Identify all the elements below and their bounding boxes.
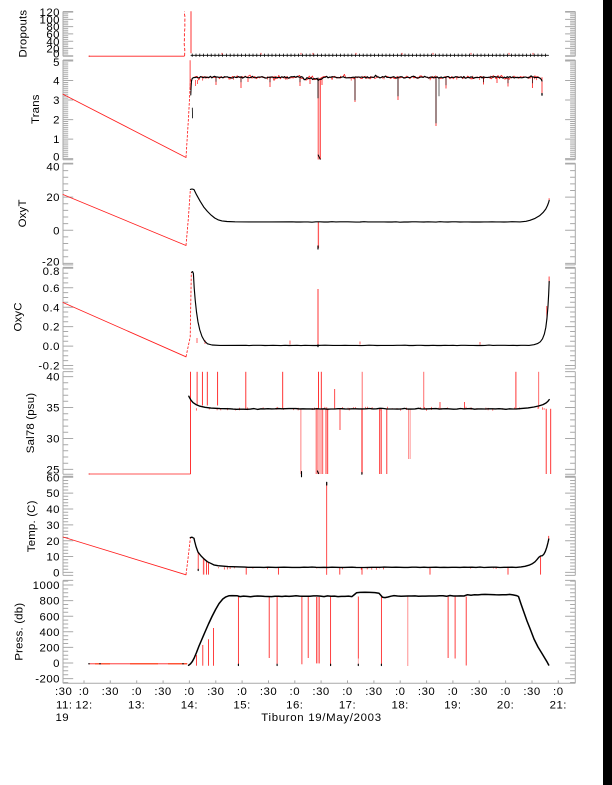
svg-text::30: :30 [312,686,329,698]
svg-text:2: 2 [53,115,60,127]
svg-text:25: 25 [46,465,60,477]
svg-text::30: :30 [154,686,171,698]
svg-text:200: 200 [39,643,60,655]
svg-text::0: :0 [395,686,406,698]
svg-text:40: 40 [46,36,60,48]
svg-text::0: :0 [131,686,142,698]
svg-text:19: 19 [55,712,69,724]
svg-text:0: 0 [53,658,60,670]
svg-text:3: 3 [53,95,60,107]
svg-text:30: 30 [46,520,60,532]
svg-text::30: :30 [523,686,540,698]
svg-text:60: 60 [46,472,60,484]
svg-text:20:: 20: [497,699,514,711]
svg-text:80: 80 [46,22,60,34]
svg-text:0: 0 [53,568,60,580]
svg-text:Dropouts: Dropouts [17,10,29,58]
svg-text:20: 20 [46,192,60,204]
svg-text:400: 400 [39,627,60,639]
svg-text::0: :0 [79,686,90,698]
svg-text:10: 10 [46,552,60,564]
svg-text:0: 0 [53,151,60,163]
svg-text:12:: 12: [75,699,92,711]
svg-text:Press. (db): Press. (db) [13,603,25,661]
svg-text:Tiburon 19/May/2003: Tiburon 19/May/2003 [261,712,382,724]
svg-text:17:: 17: [339,699,356,711]
svg-text::0: :0 [342,686,353,698]
svg-text:40: 40 [46,162,60,174]
svg-text:40: 40 [46,372,60,384]
svg-text:600: 600 [39,611,60,623]
svg-text:16:: 16: [286,699,303,711]
svg-text:120: 120 [39,7,60,19]
svg-text:50: 50 [46,488,60,500]
svg-text:19:: 19: [444,699,461,711]
svg-text:1: 1 [53,134,60,146]
svg-text::30: :30 [260,686,277,698]
svg-text::30: :30 [365,686,382,698]
svg-text:OxyT: OxyT [17,199,29,227]
svg-text:30: 30 [46,434,60,446]
svg-text:0.4: 0.4 [43,302,60,314]
svg-text:18:: 18: [392,699,409,711]
svg-text::30: :30 [418,686,435,698]
svg-text::0: :0 [553,686,564,698]
svg-text:OxyC: OxyC [13,302,25,331]
svg-text:35: 35 [46,403,60,415]
svg-text:Trans: Trans [30,94,42,124]
svg-text:14:: 14: [181,699,198,711]
svg-text:Sal78 (psu): Sal78 (psu) [25,393,37,453]
svg-text:0.2: 0.2 [43,322,60,334]
svg-text:-0.2: -0.2 [38,361,60,373]
svg-text:11:: 11: [56,699,73,711]
svg-text::30: :30 [102,686,119,698]
svg-text::0: :0 [448,686,459,698]
svg-text:0: 0 [53,225,60,237]
svg-text:-200: -200 [35,674,60,686]
svg-text::30: :30 [55,686,72,698]
svg-text:60: 60 [46,29,60,41]
svg-text::0: :0 [500,686,511,698]
svg-text:5: 5 [53,57,60,69]
svg-text:20: 20 [46,44,60,56]
svg-text:0: 0 [53,49,60,61]
svg-text:21:: 21: [550,699,567,711]
svg-text:15:: 15: [233,699,250,711]
svg-text::0: :0 [237,686,248,698]
svg-text::0: :0 [184,686,195,698]
svg-text:800: 800 [39,596,60,608]
svg-text:100: 100 [39,15,60,27]
svg-text:0.8: 0.8 [43,266,60,278]
svg-text::30: :30 [207,686,224,698]
svg-text:40: 40 [46,504,60,516]
svg-text::30: :30 [471,686,488,698]
svg-text::0: :0 [290,686,301,698]
svg-text:0.6: 0.6 [43,283,60,295]
svg-text:-20: -20 [42,256,60,268]
svg-text:Temp. (C): Temp. (C) [26,500,38,552]
svg-text:1000: 1000 [33,580,60,592]
svg-text:4: 4 [53,76,60,88]
svg-text:20: 20 [46,536,60,548]
svg-text:0.0: 0.0 [43,341,60,353]
svg-text:13:: 13: [128,699,145,711]
